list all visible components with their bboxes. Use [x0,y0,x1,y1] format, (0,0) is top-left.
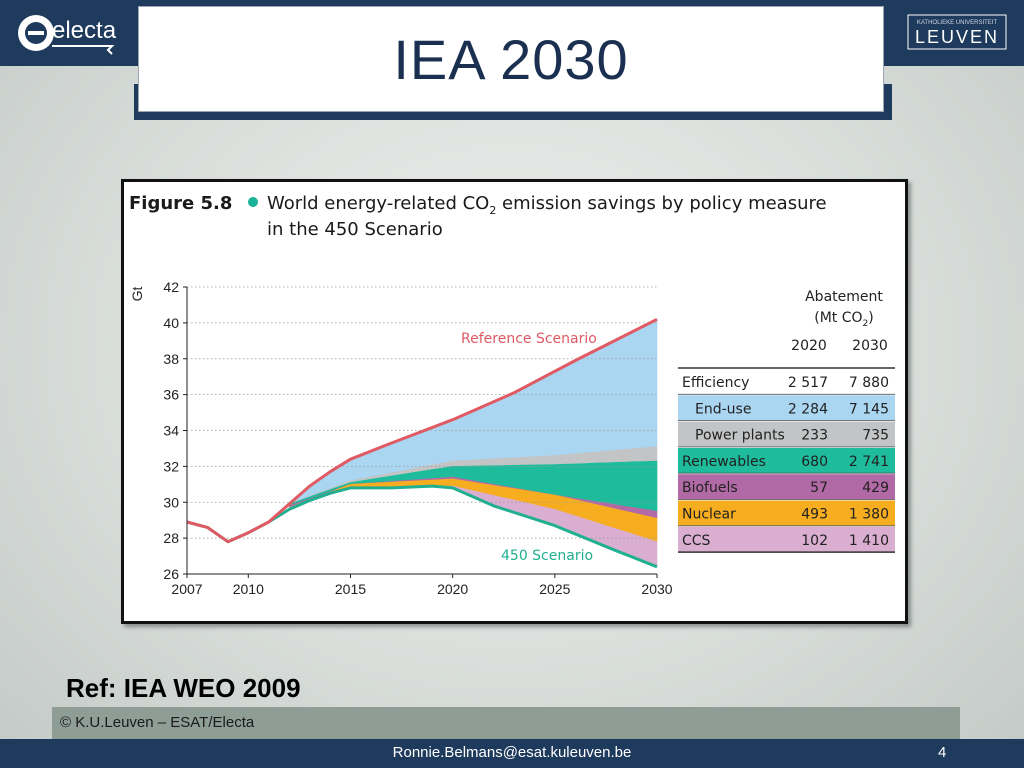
table-row-label-2: Power plants [695,428,785,444]
table-row-label-6: CCS [682,533,711,549]
author-email: Ronnie.Belmans@esat.kuleuven.be [392,744,632,761]
y-tick-label-34: 34 [163,423,179,439]
x-tick-label-2010: 2010 [233,581,264,597]
footer-blue-bar: Ronnie.Belmans@esat.kuleuven.be 4 [0,739,1024,768]
table-header-abatement: Abatement [805,289,883,305]
table-row-bg-3 [678,447,895,474]
table-row-label-5: Nuclear [682,507,736,523]
table-row-2030-0: 7 880 [849,375,889,391]
table-row-bg-2 [678,421,895,447]
reference-text: Ref: IEA WEO 2009 [66,673,301,703]
table-row-bg-4 [678,474,895,500]
table-row-2020-6: 102 [801,533,828,549]
table-column-2030: 2030 [852,338,888,354]
table-row-2030-3: 2 741 [849,454,889,470]
table-row-2020-0: 2 517 [788,375,828,391]
figure-heading: Figure 5.8 World energy-related CO2 emis… [129,193,827,240]
table-row-bg-6 [678,526,895,553]
y-tick-label-32: 32 [163,458,179,474]
table-row-2020-1: 2 284 [788,401,828,417]
title-box: IEA 2030 [138,6,884,112]
y-tick-label-40: 40 [163,315,179,331]
table-header-unit: (Mt CO2) [814,310,873,329]
table-row-2020-5: 493 [801,507,828,523]
y-tick-label-38: 38 [163,351,179,367]
table-row-2020-3: 680 [801,454,828,470]
emissions-chart: Figure 5.8 World energy-related CO2 emis… [129,193,895,597]
table-row-bg-1 [678,395,895,421]
x-tick-label-2007: 2007 [171,581,202,597]
table-row-2030-5: 1 380 [849,507,889,523]
copyright-text: © K.U.Leuven – ESAT/Electa [60,714,255,731]
table-row-2030-6: 1 410 [849,533,889,549]
y-tick-label-26: 26 [163,566,179,582]
slide-title: IEA 2030 [393,28,629,91]
y-tick-label-28: 28 [163,530,179,546]
table-column-2020: 2020 [791,338,827,354]
y-tick-label-36: 36 [163,387,179,403]
annotation-reference-scenario: Reference Scenario [461,331,597,347]
table-row-2030-1: 7 145 [849,401,889,417]
figure-panel: Figure 5.8 World energy-related CO2 emis… [121,179,908,624]
table-row-2020-2: 233 [801,428,828,444]
x-tick-label-2030: 2030 [641,581,672,597]
annotation-450-scenario: 450 Scenario [501,548,593,564]
electa-logo-text: electa [52,17,117,44]
plot-area: 26 28 30 32 34 36 38 40 42 2007 2010 2015 2020 2025 20… [129,279,673,597]
table-row-bg-5 [678,500,895,526]
figure-bullet-icon [248,197,258,207]
footer-gray-bar: © K.U.Leuven – ESAT/Electa [52,707,960,739]
y-tick-label-42: 42 [163,279,179,295]
x-tick-label-2020: 2020 [437,581,468,597]
figure-title-line1: World energy-related CO2 emission saving… [267,193,827,217]
page-number: 4 [938,744,947,761]
table-row-2030-2: 735 [862,428,889,444]
table-row-label-0: Efficiency [682,375,749,391]
figure-title-line2: in the 450 Scenario [267,219,443,240]
table-row-label-3: Renewables [682,454,766,470]
table-row-bg-0 [678,369,895,395]
y-tick-label-30: 30 [163,494,179,510]
x-tick-label-2025: 2025 [539,581,570,597]
y-axis-label: Gt [129,287,145,302]
kuleuven-logo-small-text: KATHOLIEKE UNIVERSITEIT [917,20,998,26]
table-row-label-4: Biofuels [682,480,738,496]
table-row-label-1: End-use [695,401,751,417]
table-row-2020-4: 57 [810,480,828,496]
line-reference-scenario [186,317,658,544]
abatement-table: Abatement (Mt CO2) 2020 2030 Efficiency 2 517… [678,289,895,553]
kuleuven-logo-big-text: LEUVEN [915,27,999,47]
kuleuven-logo: KATHOLIEKE UNIVERSITEIT LEUVEN [907,14,1007,50]
x-tick-label-2015: 2015 [335,581,366,597]
electa-logo: electa [18,15,117,55]
figure-label: Figure 5.8 [129,193,232,214]
table-row-2030-4: 429 [862,480,889,496]
